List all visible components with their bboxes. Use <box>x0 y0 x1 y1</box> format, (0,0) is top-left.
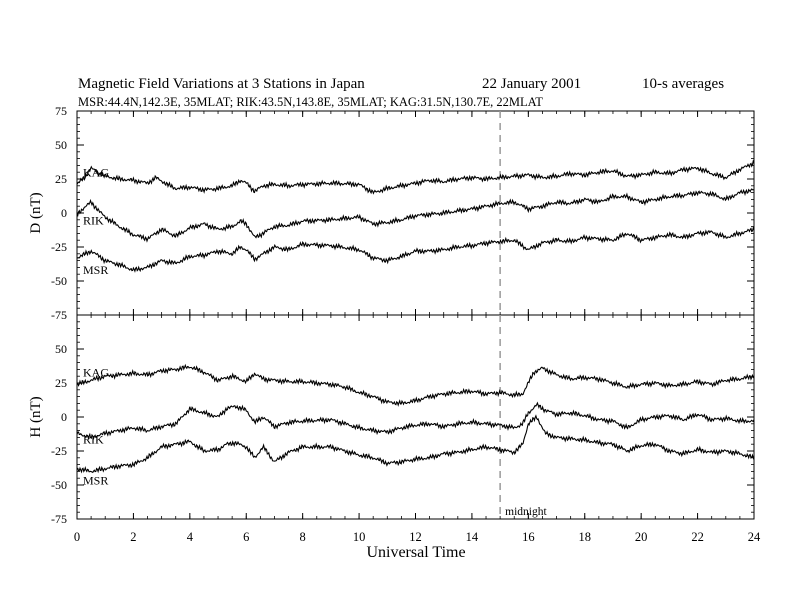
x-tick-label: 24 <box>748 530 761 544</box>
x-axis-label: Universal Time <box>366 544 465 561</box>
y-tick-label: -75 <box>51 308 67 322</box>
series-line-h-rik <box>76 401 755 441</box>
series-line-d-msr <box>76 226 755 273</box>
x-tick-label: 4 <box>187 530 194 544</box>
y-tick-label: -50 <box>51 274 67 288</box>
panel-frame-d <box>76 110 755 316</box>
panel-d: 75 50 25 0 -25 -50 -75 D (nT) KAG RIK MSR <box>28 104 755 322</box>
series-label-msr: MSR <box>83 263 108 277</box>
x-tick-label: 8 <box>300 530 306 544</box>
y-tick-label: 50 <box>55 138 67 152</box>
x-tick-label: 16 <box>522 530 535 544</box>
y-tick-label: 50 <box>55 342 67 356</box>
series-line-h-kag <box>76 363 755 407</box>
x-tick-label: 10 <box>353 530 366 544</box>
x-tick-label: 12 <box>409 530 422 544</box>
y-tick-label: 75 <box>55 104 67 118</box>
series-line-d-kag <box>76 159 755 195</box>
series-label-rik: RIK <box>83 213 104 227</box>
series-label-kag: KAG <box>83 165 109 179</box>
y-tick-label: 25 <box>55 172 67 186</box>
y-axis-label-h: H (nT) <box>28 396 44 437</box>
y-tick-label: 0 <box>61 206 67 220</box>
chart-title: Magnetic Field Variations at 3 Stations … <box>78 76 365 92</box>
x-axis: 0 2 4 6 8 10 12 14 16 18 20 22 24 <box>74 530 761 544</box>
y-tick-label: 25 <box>55 376 67 390</box>
y-tick-label: -25 <box>51 444 67 458</box>
series-label-msr: MSR <box>83 474 108 488</box>
series-label-kag: KAG <box>83 365 109 379</box>
x-tick-label: 22 <box>691 530 704 544</box>
y-tick-label: 0 <box>61 410 67 424</box>
y-tick-label: -75 <box>51 512 67 526</box>
x-tick-label: 0 <box>74 530 80 544</box>
x-tick-label: 14 <box>466 530 479 544</box>
series-label-rik: RIK <box>83 432 104 446</box>
y-tick-label: -50 <box>51 478 67 492</box>
panel-h: 50 25 0 -25 -50 -75 H (nT) KAG RIK MSR midnight <box>28 314 755 526</box>
midnight-label: midnight <box>505 506 547 518</box>
x-tick-label: 20 <box>635 530 648 544</box>
x-tick-label: 6 <box>243 530 249 544</box>
x-tick-label: 18 <box>579 530 592 544</box>
y-tick-label: -25 <box>51 240 67 254</box>
series-line-h-msr <box>76 414 755 474</box>
chart-date: 22 January 2001 <box>482 76 581 92</box>
chart-averaging-note: 10-s averages <box>642 76 724 92</box>
series-line-d-rik <box>76 188 755 243</box>
y-axis-label-d: D (nT) <box>28 192 44 233</box>
chart-subtitle: MSR:44.4N,142.3E, 35MLAT; RIK:43.5N,143.… <box>78 95 543 109</box>
x-tick-label: 2 <box>130 530 136 544</box>
